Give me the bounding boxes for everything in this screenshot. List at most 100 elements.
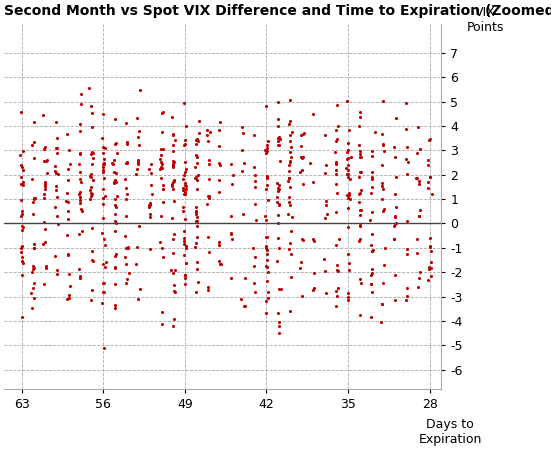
Point (30, 240, 39, 247)
Point (345, 195, 354, 202)
Point (17, 161, 25, 168)
Point (204, 233, 213, 240)
Point (157, 213, 166, 220)
Point (159, 145, 168, 152)
Point (29, 265, 37, 272)
Point (320, 267, 329, 274)
Point (392, 173, 401, 180)
Point (122, 276, 131, 283)
Text: Second Month vs Spot VIX Difference and Time to Expiration (Zoomed): Second Month vs Spot VIX Difference and … (4, 4, 551, 18)
Point (320, 255, 329, 263)
Point (191, 175, 200, 182)
Point (122, 279, 131, 286)
Point (63, 207, 72, 215)
Point (180, 180, 189, 187)
Point (17, 173, 25, 180)
Point (343, 149, 352, 156)
Point (17, 181, 25, 188)
Point (192, 233, 201, 241)
Point (368, 184, 377, 191)
Point (344, 290, 353, 297)
Point (426, 273, 435, 280)
Point (101, 259, 110, 266)
Point (298, 235, 306, 242)
Point (99, 200, 107, 207)
Point (180, 274, 189, 282)
Point (355, 237, 364, 244)
Point (99, 279, 107, 286)
Point (192, 208, 201, 215)
Point (111, 251, 120, 258)
Point (274, 185, 283, 192)
Point (87, 183, 96, 190)
Point (285, 240, 294, 247)
Point (64, 291, 73, 298)
Point (378, 130, 387, 137)
Point (250, 132, 258, 139)
Point (145, 202, 154, 209)
Point (426, 259, 435, 266)
Point (355, 190, 364, 198)
Point (169, 270, 177, 277)
Point (389, 143, 398, 150)
Point (425, 265, 434, 273)
Point (262, 147, 271, 154)
Point (277, 286, 285, 293)
Point (262, 277, 271, 285)
Point (158, 108, 167, 115)
Point (343, 171, 352, 178)
Point (18, 210, 26, 217)
Point (356, 114, 365, 121)
Point (390, 235, 399, 242)
Point (195, 129, 203, 136)
Point (297, 259, 306, 266)
Point (64, 294, 73, 301)
Point (122, 159, 131, 166)
Point (89, 154, 98, 161)
Point (285, 175, 294, 182)
Point (273, 193, 282, 200)
Point (263, 174, 272, 181)
Point (158, 308, 166, 316)
Point (181, 243, 190, 250)
Point (51, 203, 60, 211)
Point (19, 259, 28, 266)
Point (391, 296, 399, 303)
Point (29, 263, 38, 270)
Point (203, 286, 212, 293)
Point (192, 218, 201, 225)
Point (251, 217, 260, 224)
Point (192, 176, 201, 184)
Point (110, 252, 119, 260)
Point (287, 128, 296, 136)
Point (206, 128, 214, 136)
Point (193, 278, 202, 286)
Point (122, 119, 131, 127)
Point (100, 145, 109, 152)
Point (192, 136, 201, 143)
Point (334, 235, 343, 242)
Point (333, 285, 342, 292)
Point (262, 242, 271, 250)
Point (158, 244, 167, 251)
Point (423, 277, 432, 284)
Point (147, 181, 155, 189)
Point (334, 123, 343, 130)
Point (274, 142, 283, 149)
Point (29, 284, 37, 291)
Point (402, 218, 411, 225)
Point (30, 264, 39, 271)
Point (159, 185, 168, 192)
Point (379, 207, 388, 214)
Point (180, 215, 189, 222)
Point (122, 260, 131, 267)
Point (262, 247, 271, 254)
Point (170, 198, 179, 205)
Point (356, 206, 365, 213)
Point (377, 162, 386, 169)
Point (146, 161, 155, 168)
Point (99, 110, 107, 117)
Point (192, 207, 201, 215)
Point (52, 186, 61, 194)
Point (145, 202, 154, 209)
